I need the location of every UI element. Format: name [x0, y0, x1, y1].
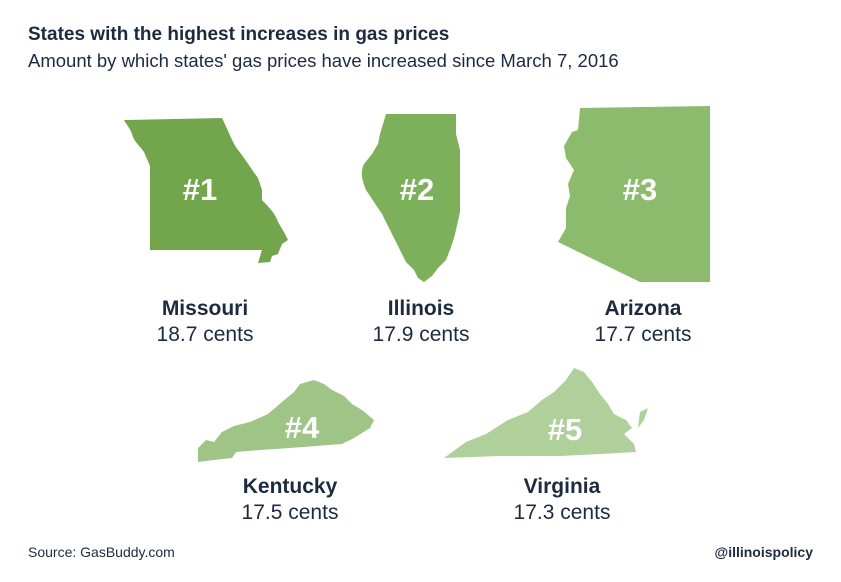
source-note: Source: GasBuddy.com	[28, 544, 175, 560]
label-missouri: Missouri 18.7 cents	[95, 296, 315, 348]
state-name: Arizona	[604, 297, 682, 320]
label-virginia: Virginia 17.3 cents	[452, 474, 672, 526]
virginia-shape	[444, 368, 648, 458]
state-name: Illinois	[387, 297, 455, 320]
chart-title: States with the highest increases in gas…	[28, 24, 450, 45]
chart-subtitle: Amount by which states' gas prices have …	[28, 50, 619, 71]
state-value: 17.7 cents	[594, 323, 692, 346]
label-illinois: Illinois 17.9 cents	[311, 296, 531, 348]
state-name: Missouri	[161, 297, 249, 320]
rank-label: #1	[183, 172, 217, 207]
state-name: Virginia	[523, 475, 601, 498]
state-name: Kentucky	[242, 475, 338, 498]
state-shape-missouri: #1	[124, 118, 288, 263]
state-shape-arizona: #3	[558, 106, 710, 282]
state-value: 17.9 cents	[372, 323, 470, 346]
rank-label: #5	[548, 412, 582, 447]
state-value: 17.3 cents	[513, 501, 611, 524]
label-arizona: Arizona 17.7 cents	[533, 296, 753, 348]
state-value: 17.5 cents	[241, 501, 339, 524]
state-shape-illinois: #2	[361, 114, 460, 282]
state-shape-virginia: #5	[444, 368, 648, 458]
missouri-shape	[124, 118, 288, 263]
state-value: 18.7 cents	[156, 323, 254, 346]
social-handle: @illinoispolicy	[714, 544, 813, 560]
arizona-shape	[558, 106, 710, 282]
rank-label: #2	[400, 172, 434, 207]
illinois-shape	[361, 114, 460, 282]
rank-label: #3	[623, 172, 657, 207]
kentucky-shape	[198, 380, 374, 462]
state-shape-kentucky: #4	[198, 380, 374, 462]
label-kentucky: Kentucky 17.5 cents	[180, 474, 400, 526]
rank-label: #4	[285, 410, 320, 445]
